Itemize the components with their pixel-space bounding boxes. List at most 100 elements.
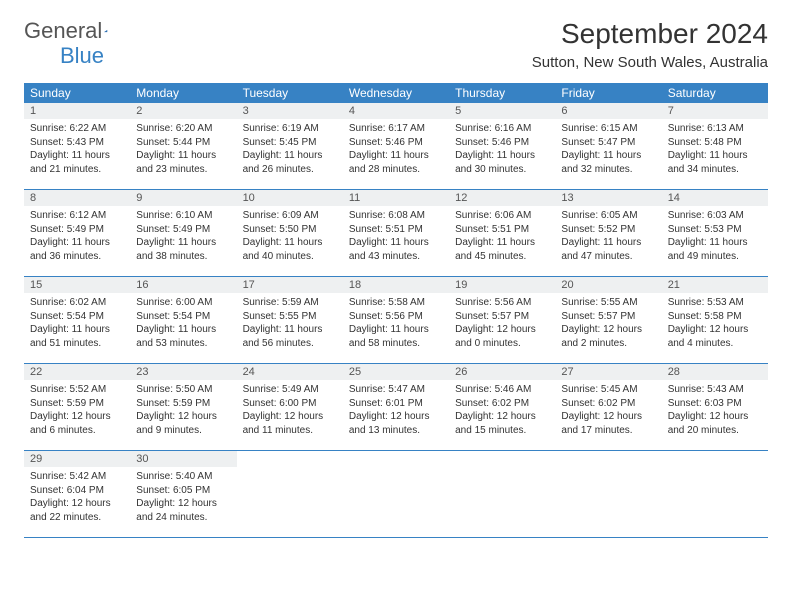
- sunrise-line: Sunrise: 5:56 AM: [455, 296, 549, 310]
- sunrise-line: Sunrise: 6:08 AM: [349, 209, 443, 223]
- daylight-line: Daylight: 11 hours and 45 minutes.: [455, 236, 549, 263]
- daylight-line: Daylight: 11 hours and 26 minutes.: [243, 149, 337, 176]
- calendar-week-row: 1Sunrise: 6:22 AMSunset: 5:43 PMDaylight…: [24, 103, 768, 190]
- day-number: 18: [343, 277, 449, 293]
- sunrise-line: Sunrise: 6:10 AM: [136, 209, 230, 223]
- daylight-line: Daylight: 11 hours and 32 minutes.: [561, 149, 655, 176]
- day-details: Sunrise: 6:10 AMSunset: 5:49 PMDaylight:…: [130, 206, 236, 267]
- day-details: Sunrise: 5:59 AMSunset: 5:55 PMDaylight:…: [237, 293, 343, 354]
- calendar-cell: 25Sunrise: 5:47 AMSunset: 6:01 PMDayligh…: [343, 364, 449, 451]
- sunset-line: Sunset: 5:56 PM: [349, 310, 443, 324]
- sunset-line: Sunset: 6:02 PM: [561, 397, 655, 411]
- sunset-line: Sunset: 5:49 PM: [30, 223, 124, 237]
- day-details: Sunrise: 6:13 AMSunset: 5:48 PMDaylight:…: [662, 119, 768, 180]
- day-number: 11: [343, 190, 449, 206]
- daylight-line: Daylight: 11 hours and 30 minutes.: [455, 149, 549, 176]
- logo: General: [24, 18, 126, 44]
- calendar-week-row: 15Sunrise: 6:02 AMSunset: 5:54 PMDayligh…: [24, 277, 768, 364]
- sunrise-line: Sunrise: 6:05 AM: [561, 209, 655, 223]
- sunset-line: Sunset: 6:02 PM: [455, 397, 549, 411]
- daylight-line: Daylight: 12 hours and 17 minutes.: [561, 410, 655, 437]
- day-number: 10: [237, 190, 343, 206]
- day-details: Sunrise: 5:52 AMSunset: 5:59 PMDaylight:…: [24, 380, 130, 441]
- day-details: Sunrise: 6:03 AMSunset: 5:53 PMDaylight:…: [662, 206, 768, 267]
- sunset-line: Sunset: 5:55 PM: [243, 310, 337, 324]
- calendar-cell: [662, 451, 768, 538]
- calendar-cell: 8Sunrise: 6:12 AMSunset: 5:49 PMDaylight…: [24, 190, 130, 277]
- calendar-cell: 21Sunrise: 5:53 AMSunset: 5:58 PMDayligh…: [662, 277, 768, 364]
- sunrise-line: Sunrise: 5:46 AM: [455, 383, 549, 397]
- daylight-line: Daylight: 11 hours and 58 minutes.: [349, 323, 443, 350]
- calendar-week-row: 22Sunrise: 5:52 AMSunset: 5:59 PMDayligh…: [24, 364, 768, 451]
- daylight-line: Daylight: 12 hours and 11 minutes.: [243, 410, 337, 437]
- daylight-line: Daylight: 11 hours and 56 minutes.: [243, 323, 337, 350]
- sunrise-line: Sunrise: 5:53 AM: [668, 296, 762, 310]
- day-number: 26: [449, 364, 555, 380]
- sunset-line: Sunset: 5:50 PM: [243, 223, 337, 237]
- daylight-line: Daylight: 11 hours and 38 minutes.: [136, 236, 230, 263]
- day-details: Sunrise: 5:46 AMSunset: 6:02 PMDaylight:…: [449, 380, 555, 441]
- sunset-line: Sunset: 5:59 PM: [136, 397, 230, 411]
- sunset-line: Sunset: 5:57 PM: [561, 310, 655, 324]
- sunset-line: Sunset: 5:58 PM: [668, 310, 762, 324]
- day-number: 21: [662, 277, 768, 293]
- sunset-line: Sunset: 5:54 PM: [136, 310, 230, 324]
- calendar-table: Sunday Monday Tuesday Wednesday Thursday…: [24, 83, 768, 538]
- calendar-cell: [555, 451, 661, 538]
- daylight-line: Daylight: 11 hours and 21 minutes.: [30, 149, 124, 176]
- day-details: Sunrise: 5:45 AMSunset: 6:02 PMDaylight:…: [555, 380, 661, 441]
- day-details: Sunrise: 5:42 AMSunset: 6:04 PMDaylight:…: [24, 467, 130, 528]
- daylight-line: Daylight: 11 hours and 51 minutes.: [30, 323, 124, 350]
- weekday-wednesday: Wednesday: [343, 83, 449, 103]
- sunrise-line: Sunrise: 5:47 AM: [349, 383, 443, 397]
- day-details: Sunrise: 6:09 AMSunset: 5:50 PMDaylight:…: [237, 206, 343, 267]
- sunrise-line: Sunrise: 5:45 AM: [561, 383, 655, 397]
- day-details: Sunrise: 5:50 AMSunset: 5:59 PMDaylight:…: [130, 380, 236, 441]
- day-number: 29: [24, 451, 130, 467]
- calendar-cell: 24Sunrise: 5:49 AMSunset: 6:00 PMDayligh…: [237, 364, 343, 451]
- daylight-line: Daylight: 11 hours and 36 minutes.: [30, 236, 124, 263]
- sunset-line: Sunset: 5:49 PM: [136, 223, 230, 237]
- day-details: Sunrise: 6:08 AMSunset: 5:51 PMDaylight:…: [343, 206, 449, 267]
- daylight-line: Daylight: 12 hours and 15 minutes.: [455, 410, 549, 437]
- calendar-cell: 12Sunrise: 6:06 AMSunset: 5:51 PMDayligh…: [449, 190, 555, 277]
- calendar-cell: [343, 451, 449, 538]
- calendar-cell: 27Sunrise: 5:45 AMSunset: 6:02 PMDayligh…: [555, 364, 661, 451]
- sunset-line: Sunset: 5:57 PM: [455, 310, 549, 324]
- calendar-cell: 5Sunrise: 6:16 AMSunset: 5:46 PMDaylight…: [449, 103, 555, 190]
- calendar-page: General September 2024 Sutton, New South…: [0, 0, 792, 556]
- weekday-sunday: Sunday: [24, 83, 130, 103]
- daylight-line: Daylight: 11 hours and 28 minutes.: [349, 149, 443, 176]
- sunrise-line: Sunrise: 5:49 AM: [243, 383, 337, 397]
- day-number: 14: [662, 190, 768, 206]
- calendar-cell: [449, 451, 555, 538]
- day-number: 15: [24, 277, 130, 293]
- day-number: 17: [237, 277, 343, 293]
- sunset-line: Sunset: 5:44 PM: [136, 136, 230, 150]
- calendar-cell: 18 Sunrise: 5:58 AMSunset: 5:56 PMDayligh…: [343, 277, 449, 364]
- daylight-line: Daylight: 11 hours and 40 minutes.: [243, 236, 337, 263]
- daylight-line: Daylight: 12 hours and 2 minutes.: [561, 323, 655, 350]
- weekday-friday: Friday: [555, 83, 661, 103]
- sunset-line: Sunset: 6:05 PM: [136, 484, 230, 498]
- day-details: Sunrise: 5:47 AMSunset: 6:01 PMDaylight:…: [343, 380, 449, 441]
- day-number: 22: [24, 364, 130, 380]
- header: General September 2024 Sutton, New South…: [24, 18, 768, 71]
- calendar-cell: 10Sunrise: 6:09 AMSunset: 5:50 PMDayligh…: [237, 190, 343, 277]
- day-number: 6: [555, 103, 661, 119]
- day-number: 25: [343, 364, 449, 380]
- sunrise-line: Sunrise: 6:17 AM: [349, 122, 443, 136]
- day-number: 28: [662, 364, 768, 380]
- sunrise-line: Sunrise: 6:22 AM: [30, 122, 124, 136]
- sunrise-line: Sunrise: 5:58 AM: [349, 296, 443, 310]
- calendar-cell: 3Sunrise: 6:19 AMSunset: 5:45 PMDaylight…: [237, 103, 343, 190]
- sunrise-line: Sunrise: 6:12 AM: [30, 209, 124, 223]
- calendar-cell: 19Sunrise: 5:56 AMSunset: 5:57 PMDayligh…: [449, 277, 555, 364]
- sunset-line: Sunset: 5:48 PM: [668, 136, 762, 150]
- day-number: 20: [555, 277, 661, 293]
- weekday-thursday: Thursday: [449, 83, 555, 103]
- day-details: Sunrise: 5:40 AMSunset: 6:05 PMDaylight:…: [130, 467, 236, 528]
- calendar-cell: 23Sunrise: 5:50 AMSunset: 5:59 PMDayligh…: [130, 364, 236, 451]
- day-details: Sunrise: 6:05 AMSunset: 5:52 PMDaylight:…: [555, 206, 661, 267]
- sunrise-line: Sunrise: 6:19 AM: [243, 122, 337, 136]
